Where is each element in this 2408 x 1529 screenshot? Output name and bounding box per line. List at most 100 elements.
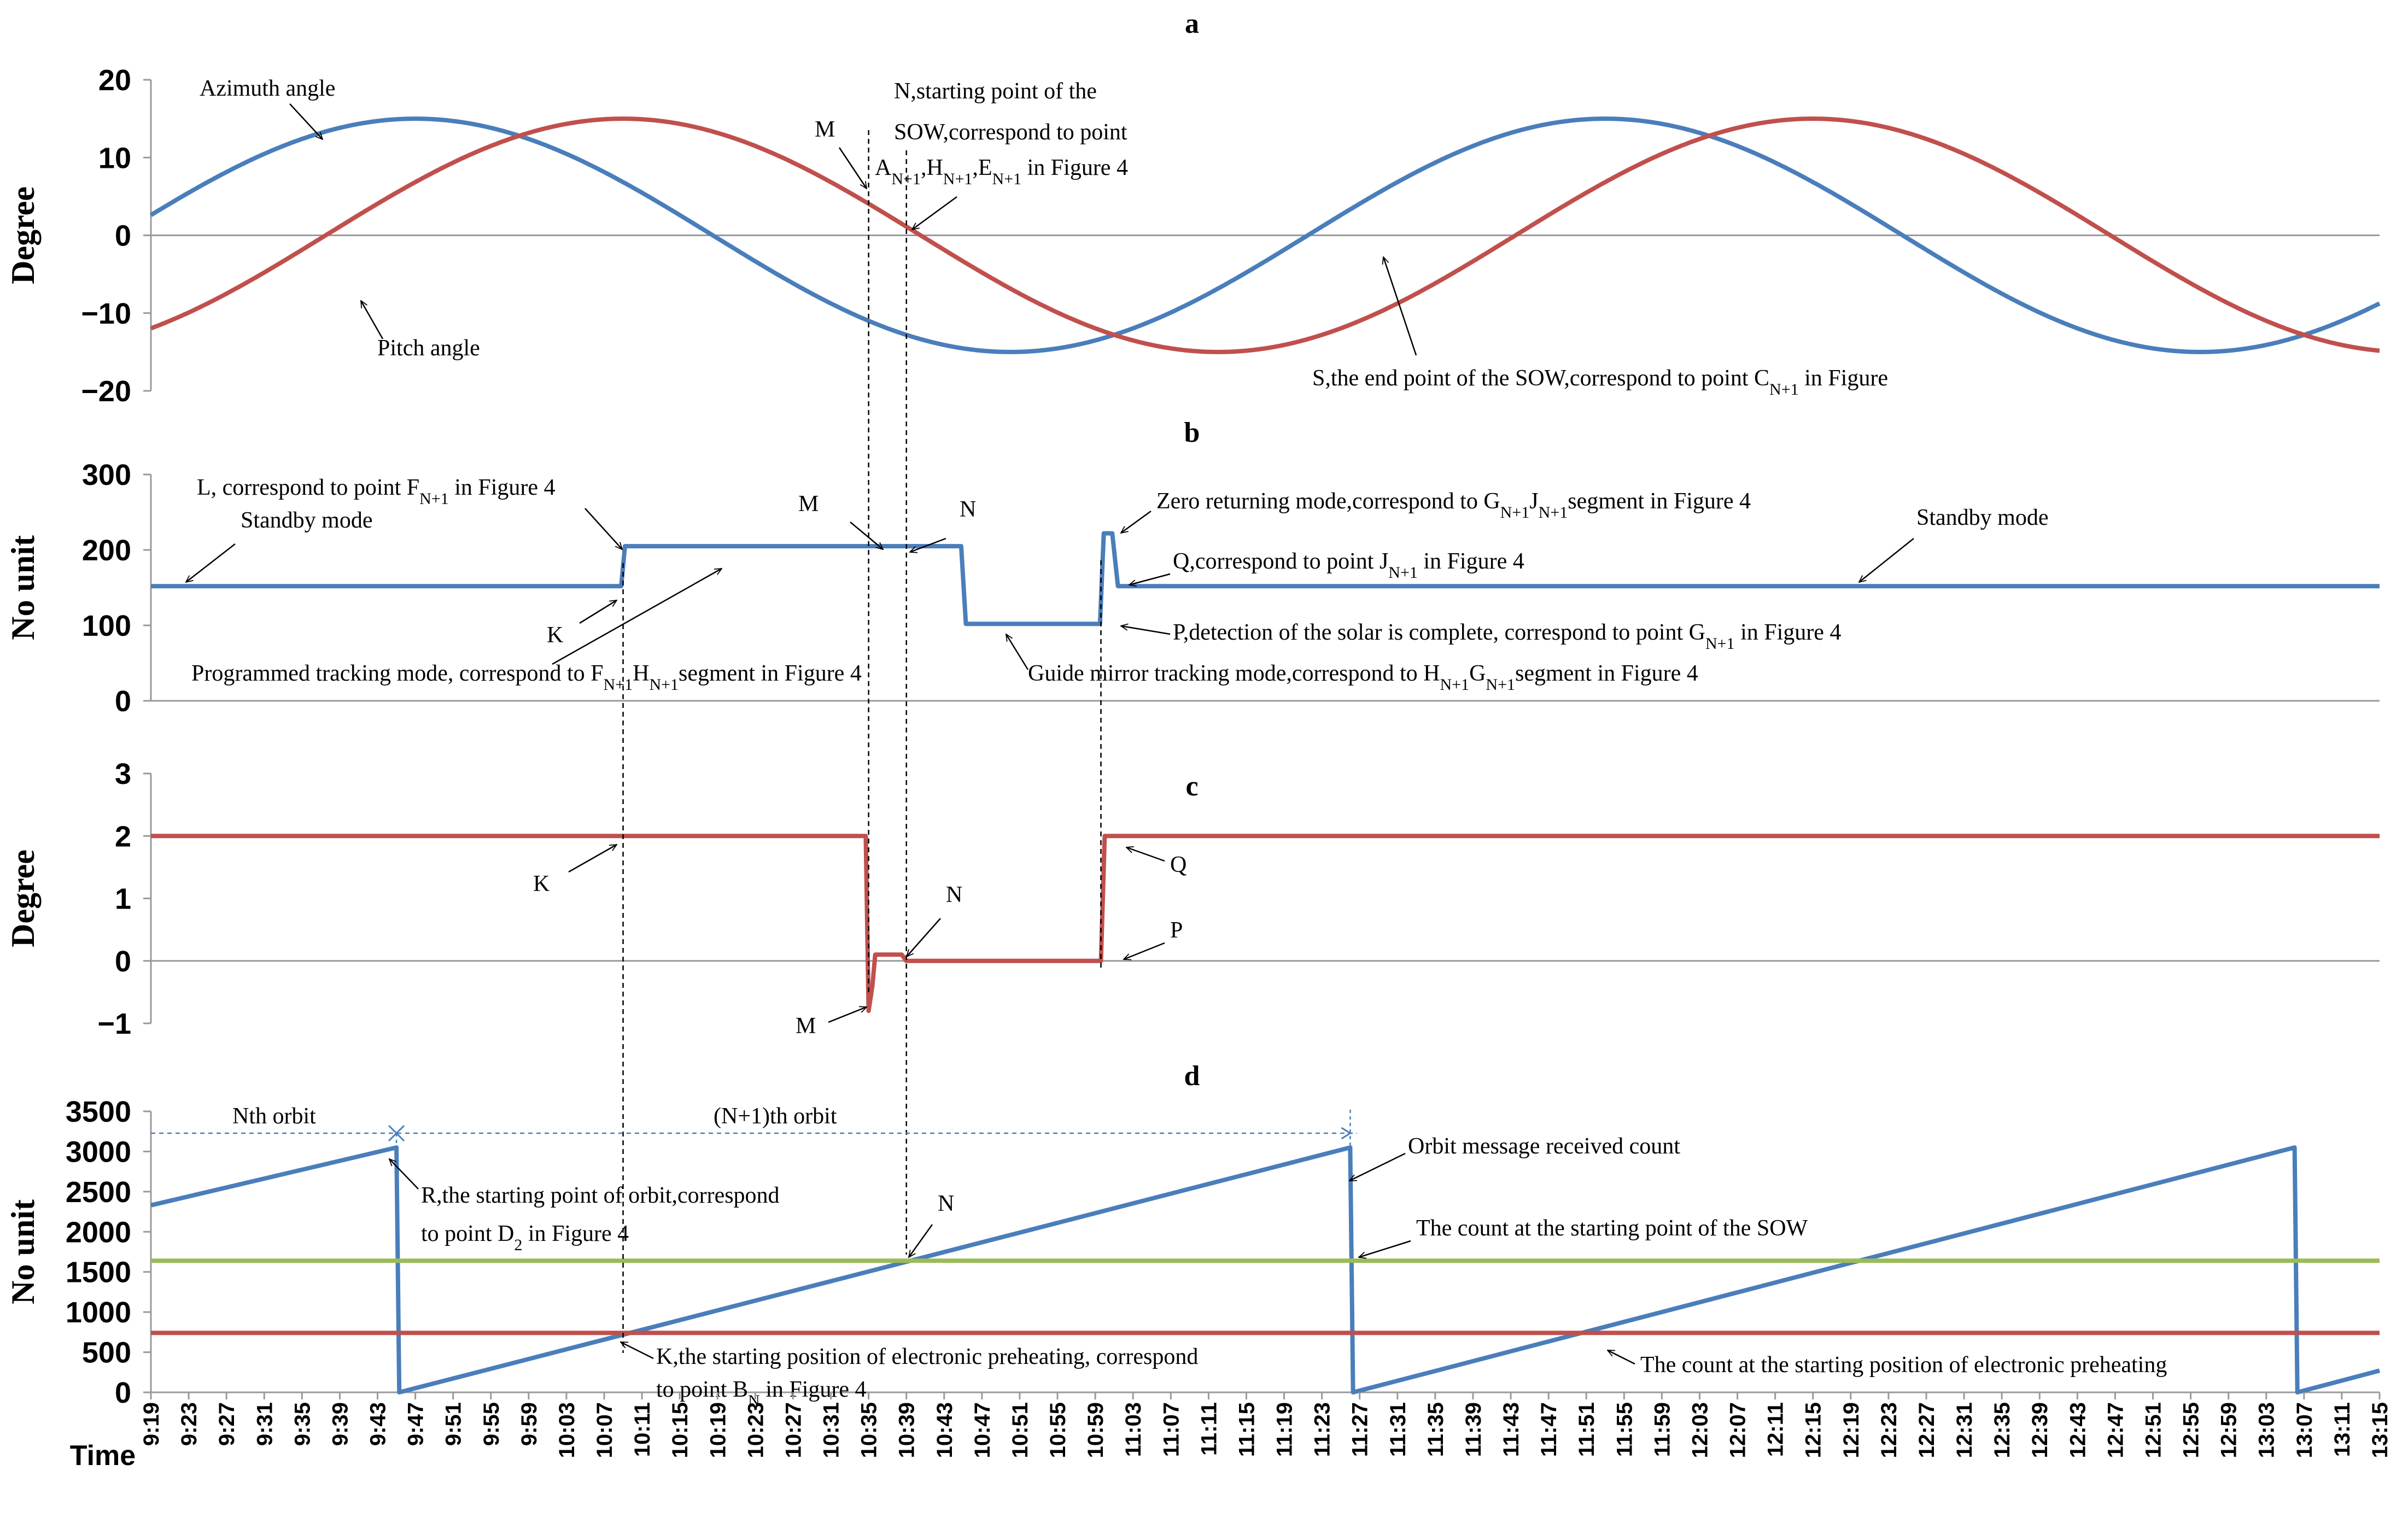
- annotation-N-starting: AN+1,HN+1,EN+1 in Figure 4: [875, 155, 1128, 188]
- annotation-arrow: [568, 843, 617, 873]
- x-tick-label: 12:23: [1877, 1402, 1901, 1458]
- x-tick-label: 9:35: [290, 1402, 314, 1446]
- x-tick-label: 12:19: [1839, 1402, 1863, 1458]
- x-tick-label: 12:47: [2103, 1402, 2128, 1458]
- x-tick-label: 9:39: [328, 1402, 352, 1446]
- annotation-Q: Q,correspond to point JN+1 in Figure 4: [1173, 549, 1524, 582]
- annotation-zero-returning: Zero returning mode,correspond to GN+1JN…: [1156, 489, 1751, 522]
- x-tick-label: 10:19: [706, 1402, 730, 1458]
- x-tick-label: 11:27: [1348, 1402, 1372, 1457]
- annotation-SOW-count: The count at the starting point of the S…: [1416, 1216, 1808, 1241]
- x-tick-label: 13:07: [2293, 1402, 2317, 1458]
- y-tick-label-d: 1000: [66, 1296, 131, 1329]
- x-tick-label: 11:31: [1386, 1402, 1410, 1457]
- y-tick-label-c: −1: [97, 1007, 131, 1040]
- x-tick-label: 12:51: [2141, 1402, 2165, 1458]
- x-tick-label: 12:59: [2217, 1402, 2241, 1458]
- y-tick-label-c: 3: [115, 758, 131, 790]
- annotation-arrow: [912, 196, 957, 230]
- x-tick-label: 10:43: [933, 1402, 957, 1458]
- y-tick-label-a: 0: [115, 220, 131, 253]
- x-tick-label: 12:27: [1915, 1402, 1939, 1458]
- x-tick-label: 10:03: [555, 1402, 579, 1458]
- series-d-0: [150, 1145, 2381, 1395]
- panel-title-a: a: [1185, 8, 1199, 39]
- panel-title-d: d: [1184, 1061, 1200, 1092]
- annotation-Q: Q: [1170, 852, 1187, 877]
- annotation-arrow: [838, 147, 867, 189]
- annotation-arrow: [828, 1007, 867, 1023]
- annotation-n1th-orbit: (N+1)th orbit: [714, 1104, 837, 1129]
- annotation-arrow: [186, 543, 236, 582]
- annotation-K: K: [533, 871, 550, 897]
- annotation-arrow: [360, 301, 384, 339]
- x-tick-label: 12:43: [2066, 1402, 2090, 1458]
- annotation-standby-right: Standby mode: [1916, 505, 2048, 530]
- series-c-0: [151, 834, 2380, 1014]
- x-tick-label: 10:07: [593, 1402, 617, 1458]
- annotation-arrow: [1006, 634, 1029, 670]
- x-tick-label: 10:15: [668, 1402, 692, 1458]
- x-tick-label: 12:03: [1688, 1402, 1712, 1458]
- y-tick-label-c: 2: [115, 820, 131, 853]
- annotation-standby-left: Standby mode: [241, 508, 372, 533]
- y-tick-label-c: 1: [115, 883, 131, 916]
- x-tick-label: 11:23: [1311, 1402, 1335, 1457]
- x-tick-label: 11:47: [1537, 1402, 1561, 1457]
- x-tick-label: 9:23: [177, 1402, 201, 1446]
- annotation-arrow: [1349, 1152, 1406, 1182]
- annotation-azimuth-angle: Azimuth angle: [200, 76, 335, 101]
- annotation-arrow: [579, 600, 617, 624]
- annotation-arrow: [1383, 257, 1417, 356]
- x-tick-label: 12:35: [1990, 1402, 2014, 1458]
- x-tick-label: 11:51: [1575, 1402, 1599, 1457]
- y-tick-label-c: 0: [115, 945, 131, 978]
- x-tick-label: 13:03: [2255, 1402, 2279, 1458]
- panel-a: a 20 10 0 −10 −20 Degree: [5, 8, 2381, 408]
- x-tick-label: 12:11: [1764, 1402, 1788, 1457]
- y-tick-label-d: 1500: [66, 1256, 131, 1289]
- annotation-P: P: [1170, 918, 1183, 943]
- x-tick-label: 9:31: [253, 1402, 277, 1446]
- y-tick-label-d: 0: [115, 1376, 131, 1409]
- annotation-S-end: S,the end point of the SOW,correspond to…: [1312, 366, 1888, 399]
- y-tick-label-a: 10: [98, 142, 131, 174]
- annotation-N: N: [960, 497, 976, 522]
- y-tick-label-d: 500: [82, 1337, 131, 1369]
- annotation-M: M: [815, 117, 835, 142]
- annotation-K: to point BN in Figure 4: [656, 1377, 867, 1410]
- series-a-1: [150, 116, 2380, 354]
- y-tick-label-b: 200: [82, 534, 131, 567]
- x-tick-label: 10:47: [971, 1402, 995, 1458]
- annotation-K: K,the starting position of electronic pr…: [656, 1344, 1198, 1369]
- y-tick-label-a: −10: [81, 297, 131, 330]
- y-tick-label-a: −20: [81, 375, 131, 408]
- annotation-arrow: [909, 1224, 933, 1257]
- annotation-arrow: [1126, 847, 1165, 862]
- x-tick-label: 10:35: [857, 1402, 881, 1458]
- annotation-arrow: [552, 567, 722, 665]
- annotation-arrow: [389, 1159, 419, 1190]
- y-axis-title-b: No unit: [5, 535, 41, 640]
- x-tick-label: 12:55: [2179, 1402, 2204, 1458]
- y-tick-label-b: 100: [82, 610, 131, 642]
- x-tick-label: 12:31: [1953, 1402, 1977, 1458]
- annotation-N-starting: SOW,correspond to point: [894, 120, 1127, 145]
- annotation-arrow: [1359, 1240, 1411, 1257]
- y-axis-title-d: No unit: [5, 1199, 41, 1304]
- annotation-arrow: [1121, 510, 1152, 533]
- x-tick-label: 11:07: [1159, 1402, 1183, 1457]
- x-tick-label: 11:55: [1612, 1402, 1636, 1457]
- x-tick-label: 10:27: [781, 1402, 805, 1458]
- x-tick-label: 11:43: [1499, 1402, 1523, 1457]
- x-axis-title: Time: [70, 1440, 136, 1472]
- annotation-guide-mirror: Guide mirror tracking mode,correspond to…: [1028, 661, 1698, 694]
- annotation-arrow: [1608, 1349, 1635, 1365]
- x-tick-label: 12:07: [1726, 1402, 1750, 1458]
- x-tick-label: 9:43: [366, 1402, 390, 1446]
- annotation-arrow: [850, 522, 883, 549]
- annotation-programmed-tracking: Programmed tracking mode, correspond to …: [191, 661, 862, 694]
- annotation-nth-orbit: Nth orbit: [232, 1104, 316, 1129]
- x-tick-label: 9:19: [139, 1402, 163, 1446]
